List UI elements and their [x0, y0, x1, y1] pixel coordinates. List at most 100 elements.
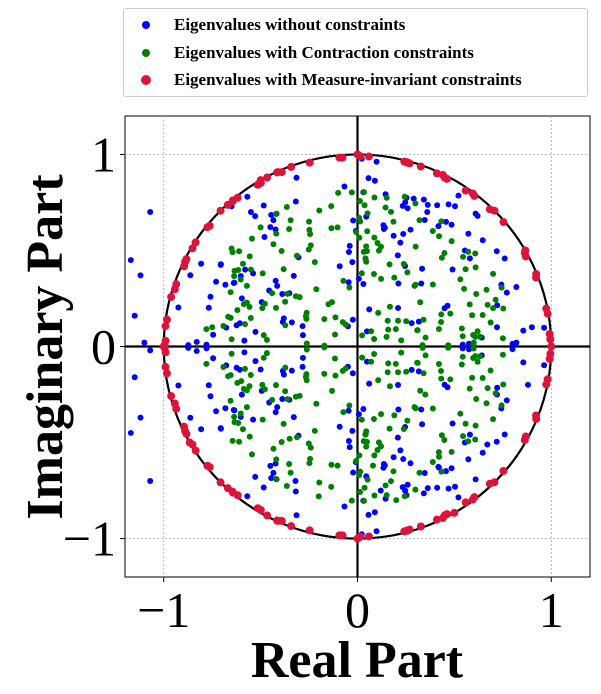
point-contraction: [378, 275, 385, 282]
point-contraction: [331, 331, 338, 338]
point-contraction: [469, 374, 476, 381]
point-contraction: [474, 328, 481, 335]
point-without-constraints: [395, 382, 402, 389]
y-axis-label: Imaginary Part: [17, 174, 74, 520]
point-contraction: [329, 387, 336, 394]
point-contraction: [371, 452, 378, 459]
point-contraction: [386, 383, 393, 390]
point-contraction: [469, 312, 476, 319]
point-contraction: [284, 396, 291, 403]
legend-marker-crimson-icon: [141, 75, 151, 85]
point-without-constraints: [288, 319, 295, 326]
point-measure-invariant: [432, 515, 441, 524]
point-contraction: [340, 277, 347, 284]
point-contraction: [270, 445, 277, 452]
point-without-constraints: [380, 222, 387, 229]
point-contraction: [231, 273, 238, 280]
point-without-constraints: [210, 355, 217, 362]
point-contraction: [340, 409, 347, 416]
point-measure-invariant: [305, 158, 314, 167]
point-contraction: [459, 353, 466, 360]
point-without-constraints: [336, 423, 343, 430]
point-without-constraints: [141, 339, 148, 346]
point-without-constraints: [267, 462, 274, 469]
point-contraction: [447, 376, 454, 383]
point-measure-invariant: [273, 168, 282, 177]
point-without-constraints: [466, 255, 473, 262]
point-contraction: [316, 479, 323, 486]
point-measure-invariant: [273, 516, 282, 525]
point-contraction: [227, 397, 234, 404]
point-without-constraints: [290, 272, 297, 279]
point-contraction: [321, 344, 328, 351]
point-contraction: [391, 412, 398, 419]
point-without-constraints: [442, 218, 449, 225]
point-without-constraints: [418, 280, 425, 287]
point-without-constraints: [349, 427, 356, 434]
point-contraction: [228, 350, 235, 357]
legend-item-contraction: Eigenvalues with Contraction constraints: [142, 41, 474, 65]
point-without-constraints: [397, 447, 404, 454]
point-contraction: [391, 274, 398, 281]
point-without-constraints: [349, 370, 356, 377]
point-contraction: [390, 218, 397, 225]
point-contraction: [282, 298, 289, 305]
point-contraction: [235, 266, 242, 273]
legend-item-measure-invariant: Eigenvalues with Measure-invariant const…: [141, 68, 522, 92]
point-without-constraints: [252, 358, 259, 365]
y-tick-label: 1: [91, 126, 116, 182]
y-tick-label: 0: [91, 319, 116, 375]
point-measure-invariant: [216, 478, 225, 487]
point-contraction: [306, 460, 313, 467]
point-without-constraints: [472, 476, 479, 483]
point-without-constraints: [459, 345, 466, 352]
point-without-constraints: [503, 289, 510, 296]
point-contraction: [385, 326, 392, 333]
point-contraction: [441, 437, 448, 444]
point-contraction: [479, 311, 486, 318]
point-without-constraints: [244, 493, 251, 500]
point-contraction: [462, 420, 469, 427]
point-without-constraints: [198, 260, 205, 267]
point-without-constraints: [345, 438, 352, 445]
point-without-constraints: [445, 201, 452, 208]
point-contraction: [282, 364, 289, 371]
point-contraction: [470, 345, 477, 352]
point-without-constraints: [377, 487, 384, 494]
point-contraction: [286, 435, 293, 442]
point-without-constraints: [449, 420, 456, 427]
point-without-constraints: [299, 332, 306, 339]
point-without-constraints: [371, 509, 378, 516]
point-contraction: [243, 282, 250, 289]
point-without-constraints: [466, 431, 473, 438]
point-contraction: [227, 289, 234, 296]
point-contraction: [248, 451, 255, 458]
point-contraction: [435, 361, 442, 368]
point-contraction: [356, 234, 363, 241]
point-measure-invariant: [162, 369, 171, 378]
point-contraction: [466, 301, 473, 308]
point-contraction: [438, 432, 445, 439]
point-without-constraints: [205, 304, 212, 311]
point-measure-invariant: [499, 466, 508, 475]
point-without-constraints: [355, 275, 362, 282]
point-contraction: [287, 469, 294, 476]
point-without-constraints: [452, 203, 459, 210]
point-without-constraints: [390, 232, 397, 239]
point-contraction: [283, 483, 290, 490]
point-contraction: [332, 314, 339, 321]
point-contraction: [395, 317, 402, 324]
point-contraction: [237, 276, 244, 283]
point-measure-invariant: [188, 440, 197, 449]
point-measure-invariant: [287, 162, 296, 171]
point-measure-invariant: [461, 186, 470, 195]
point-contraction: [403, 318, 410, 325]
point-contraction: [422, 352, 429, 359]
x-tick-label: −1: [137, 582, 190, 638]
point-contraction: [371, 492, 378, 499]
x-tick-label: 1: [539, 582, 564, 638]
point-without-constraints: [131, 374, 138, 381]
point-without-constraints: [366, 306, 373, 313]
point-without-constraints: [242, 266, 249, 273]
point-without-constraints: [147, 477, 154, 484]
